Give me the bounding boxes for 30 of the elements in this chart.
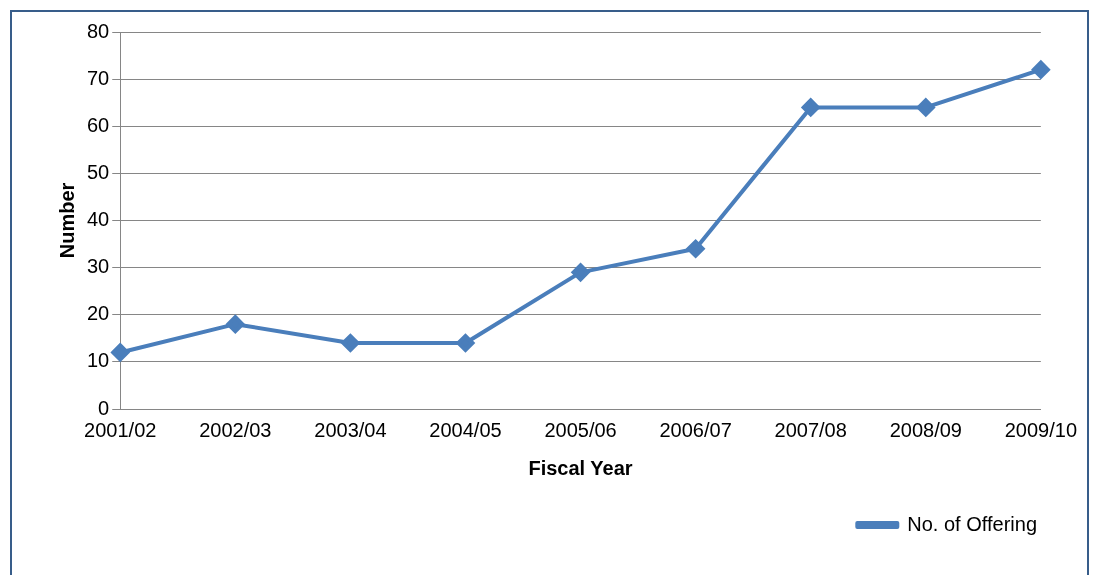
y-tick-label: 40 — [87, 208, 110, 231]
y-tick-label: 50 — [87, 160, 110, 183]
y-tick-label: 70 — [87, 66, 110, 89]
x-tick-label: 2005/06 — [544, 418, 617, 441]
point — [801, 98, 820, 117]
point — [226, 315, 245, 334]
x-tick-label: 2002/03 — [199, 418, 272, 441]
legend-label: No. of Offering — [907, 512, 1038, 535]
x-tick-label: 2001/02 — [84, 418, 157, 441]
point — [341, 334, 360, 353]
x-tick-label: 2007/08 — [774, 418, 847, 441]
y-tick-label: 10 — [87, 349, 110, 372]
y-tick-label: 20 — [87, 302, 110, 325]
point — [456, 334, 475, 353]
point — [1031, 60, 1050, 79]
y-tick-label: 0 — [98, 396, 110, 419]
x-tick-label: 2009/10 — [1004, 418, 1077, 441]
y-tick-label: 80 — [87, 19, 110, 42]
point — [571, 263, 590, 282]
y-tick-label: 30 — [87, 255, 110, 278]
y-axis-title: Number — [55, 182, 78, 259]
x-tick-label: 2003/04 — [314, 418, 387, 441]
x-tick-label: 2008/09 — [889, 418, 962, 441]
x-tick-label: 2004/05 — [429, 418, 502, 441]
point — [916, 98, 935, 117]
x-tick-label: 2006/07 — [659, 418, 732, 441]
y-tick-label: 60 — [87, 113, 110, 136]
point — [686, 239, 705, 258]
x-axis-title: Fiscal Year — [528, 456, 633, 479]
point — [111, 343, 130, 362]
